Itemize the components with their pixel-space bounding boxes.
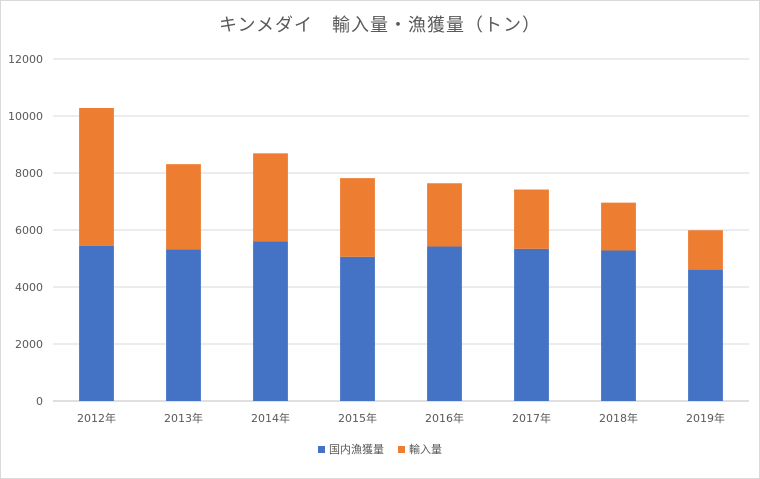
legend-item: 国内漁獲量 — [318, 441, 384, 457]
bar-segment-domestic-catch — [79, 245, 114, 401]
y-tick-label: 12000 — [8, 53, 43, 66]
bar-segment-imports — [427, 183, 462, 247]
chart-title: キンメダイ 輸入量・漁獲量（トン） — [219, 15, 541, 36]
bar-segment-imports — [79, 108, 114, 246]
y-tick-label: 10000 — [8, 110, 43, 123]
y-tick-label: 8000 — [15, 167, 43, 180]
bar-segment-imports — [514, 189, 549, 249]
bar-segment-domestic-catch — [427, 246, 462, 401]
y-tick-label: 4000 — [15, 281, 43, 294]
x-tick-label: 2013年 — [164, 411, 203, 425]
bar-segment-imports — [166, 164, 201, 250]
legend-item: 輸入量 — [398, 441, 442, 457]
legend-label: 国内漁獲量 — [329, 443, 384, 456]
legend-swatch — [398, 445, 405, 453]
x-tick-label: 2018年 — [599, 411, 638, 425]
bar-segment-imports — [601, 202, 636, 251]
y-tick-label: 2000 — [15, 338, 43, 351]
x-tick-label: 2014年 — [251, 411, 290, 425]
legend-label: 輸入量 — [409, 443, 442, 456]
y-tick-label: 0 — [36, 395, 43, 408]
legend-swatch — [318, 445, 325, 453]
x-tick-label: 2012年 — [77, 411, 116, 425]
x-tick-label: 2019年 — [686, 411, 725, 425]
bar-segment-domestic-catch — [166, 249, 201, 401]
bar-segment-domestic-catch — [253, 241, 288, 401]
x-tick-label: 2017年 — [512, 411, 551, 425]
x-tick-label: 2016年 — [425, 411, 464, 425]
bar-segment-imports — [688, 230, 723, 270]
bar-segment-domestic-catch — [601, 250, 636, 401]
bar-segment-imports — [253, 153, 288, 242]
bar-segment-imports — [340, 178, 375, 257]
bar-segment-domestic-catch — [340, 256, 375, 401]
y-tick-label: 6000 — [15, 224, 43, 237]
bar-segment-domestic-catch — [688, 269, 723, 401]
bar-segment-domestic-catch — [514, 248, 549, 401]
x-tick-label: 2015年 — [338, 411, 377, 425]
legend: 国内漁獲量 輸入量 — [1, 441, 759, 457]
